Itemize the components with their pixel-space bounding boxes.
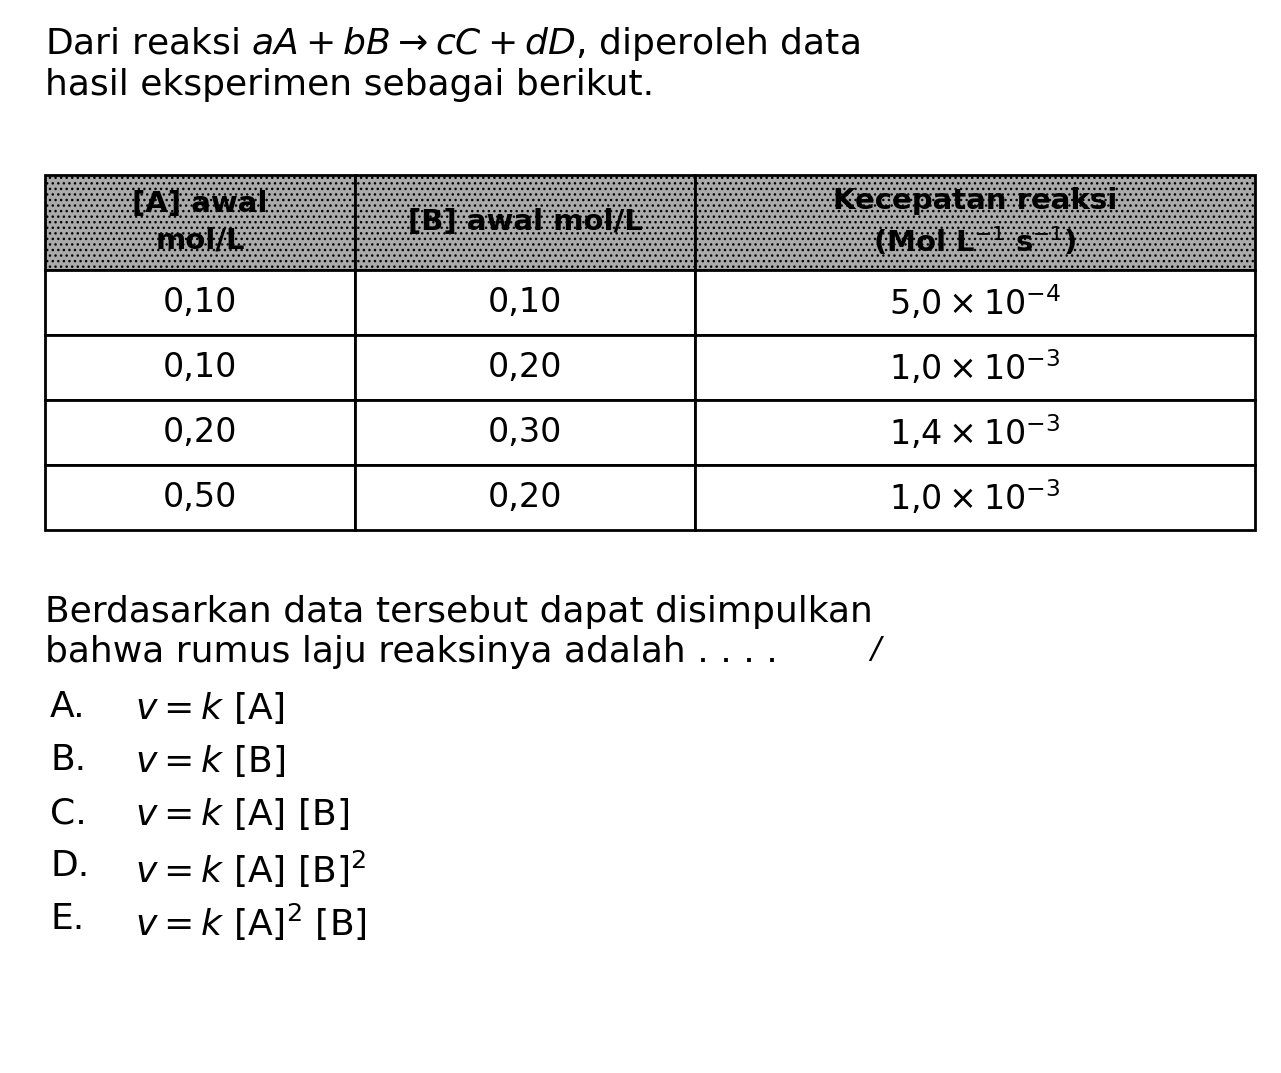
Text: 0,20: 0,20 [488,351,562,384]
Text: Kecepatan reaksi
(Mol L$^{-1}$ s$^{-1}$): Kecepatan reaksi (Mol L$^{-1}$ s$^{-1}$) [833,187,1117,259]
Text: 0,50: 0,50 [163,481,237,514]
Bar [355,400,696,465]
Bar [355,270,696,335]
Text: Dari reaksi $aA + bB \rightarrow cC + dD$, diperoleh data: Dari reaksi $aA + bB \rightarrow cC + dD… [45,25,860,63]
Text: C.: C. [50,796,87,831]
Text: $5{,}0 \times 10^{-4}$: $5{,}0 \times 10^{-4}$ [889,283,1061,322]
Bar [696,335,1255,400]
Text: 0,10: 0,10 [163,351,237,384]
Bar [45,400,355,465]
Text: 0,20: 0,20 [163,416,237,449]
Text: hasil eksperimen sebagai berikut.: hasil eksperimen sebagai berikut. [45,68,655,102]
Bar [45,270,355,335]
Text: $v = k$ [A] [B]$^2$: $v = k$ [A] [B]$^2$ [135,849,366,891]
Text: $1{,}4 \times 10^{-3}$: $1{,}4 \times 10^{-3}$ [889,413,1061,452]
Text: 0,10: 0,10 [163,286,237,319]
Bar [696,270,1255,335]
Text: $v = k$ [A] [B]: $v = k$ [A] [B] [135,796,350,832]
Text: $v = k$ [B]: $v = k$ [B] [135,743,284,779]
Text: B.: B. [50,743,86,777]
Bar [45,175,355,270]
Bar [45,465,355,530]
Text: 0,20: 0,20 [488,481,562,514]
Text: 0,10: 0,10 [488,286,562,319]
Text: $1{,}0 \times 10^{-3}$: $1{,}0 \times 10^{-3}$ [889,348,1061,387]
Bar [696,175,1255,270]
Text: $v = k$ [A]$^2$ [B]: $v = k$ [A]$^2$ [B] [135,902,366,943]
Text: $v = k$ [A]: $v = k$ [A] [135,690,284,726]
Text: A.: A. [50,690,86,724]
Text: 0,30: 0,30 [488,416,562,449]
Bar [696,465,1255,530]
Bar [45,335,355,400]
Bar [696,400,1255,465]
Bar [355,335,696,400]
Text: [A] awal
mol/L: [A] awal mol/L [132,190,268,255]
Text: D.: D. [50,849,90,883]
Bar [355,175,696,270]
Text: [B] awal mol/L: [B] awal mol/L [407,208,642,236]
Text: /: / [870,635,880,664]
Text: bahwa rumus laju reaksinya adalah . . . .: bahwa rumus laju reaksinya adalah . . . … [45,635,778,668]
Text: $1{,}0 \times 10^{-3}$: $1{,}0 \times 10^{-3}$ [889,479,1061,517]
Text: E.: E. [50,902,85,936]
Text: Berdasarkan data tersebut dapat disimpulkan: Berdasarkan data tersebut dapat disimpul… [45,596,872,629]
Bar [355,465,696,530]
